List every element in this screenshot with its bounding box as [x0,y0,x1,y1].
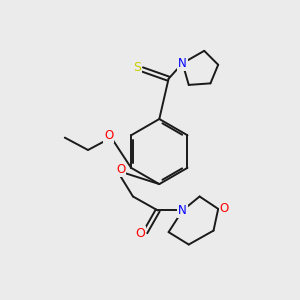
Text: O: O [104,129,113,142]
Text: O: O [135,227,145,240]
Text: O: O [116,163,125,176]
Text: N: N [178,57,187,70]
Text: O: O [220,202,229,215]
Text: S: S [133,61,141,74]
Text: N: N [178,204,187,217]
